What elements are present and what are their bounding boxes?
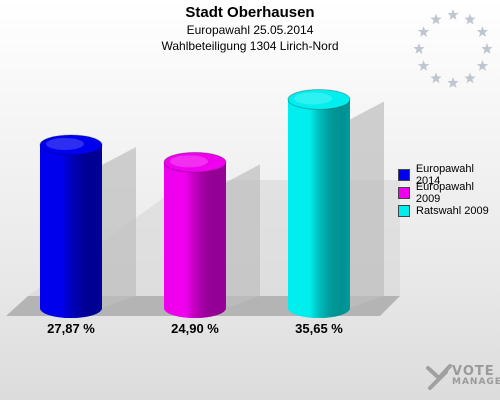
vote-manager-x-icon (426, 364, 452, 390)
eu-star (481, 43, 493, 54)
legend-item-europawahl-2009: Europawahl 2009 (398, 181, 500, 205)
bar-shading (40, 144, 102, 318)
legend-swatch (398, 187, 410, 199)
bar-shadow (102, 146, 136, 308)
bar-top (287, 88, 351, 110)
bar-value-label: 24,90 % (171, 321, 219, 336)
eu-star (447, 77, 459, 88)
eu-star (417, 60, 430, 71)
chart-subtitle-district: Wahlbeteiligung 1304 Lirich-Nord (161, 39, 339, 53)
eu-star (464, 72, 476, 84)
bar-shadow (350, 101, 384, 308)
eu-star (447, 9, 459, 20)
vote-manager-wordmark: VOTE MANAGER (452, 364, 500, 388)
legend-item-europawahl-2014: Europawahl 2014 (398, 163, 500, 187)
bar-top-highlight (294, 92, 332, 105)
bar-top-highlight (46, 137, 84, 150)
vote-manager-logo: VOTE MANAGER (426, 362, 500, 392)
bar-value-label: 27,87 % (47, 321, 95, 336)
eu-star (464, 13, 476, 25)
legend-label: Europawahl 2014 (415, 163, 474, 187)
bar-value-label: 35,65 % (295, 321, 343, 336)
bar-top-highlight (170, 155, 208, 168)
logo-line-1: VOTE (452, 364, 495, 379)
eu-star (476, 60, 489, 71)
legend-label: Europawahl 2009 (415, 181, 474, 205)
eu-stars-icon (413, 9, 493, 88)
logo-line-2: MANAGER (452, 377, 500, 387)
eu-star (413, 43, 425, 54)
chart-legend: Europawahl 2014 Europawahl 2009 Ratswahl… (398, 163, 500, 220)
legend-swatch (398, 169, 410, 181)
legend-swatch (398, 205, 410, 217)
eu-star (430, 13, 442, 25)
eu-star (476, 26, 489, 37)
chart-header: Stadt Oberhausen Europawahl 25.05.2014 W… (0, 4, 500, 54)
bar-shading (288, 99, 350, 318)
chart-subtitle-election: Europawahl 25.05.2014 (186, 23, 314, 37)
legend-item-ratswahl-2009: Ratswahl 2009 (398, 202, 500, 220)
chart-title: Stadt Oberhausen (185, 4, 315, 21)
eu-star (417, 26, 430, 37)
bar-shadow (226, 164, 260, 308)
eu-star (430, 72, 442, 84)
bar-shading (164, 162, 226, 318)
legend-label: Ratswahl 2009 (416, 205, 489, 217)
bar-top (163, 151, 227, 173)
bar-top (39, 134, 103, 156)
